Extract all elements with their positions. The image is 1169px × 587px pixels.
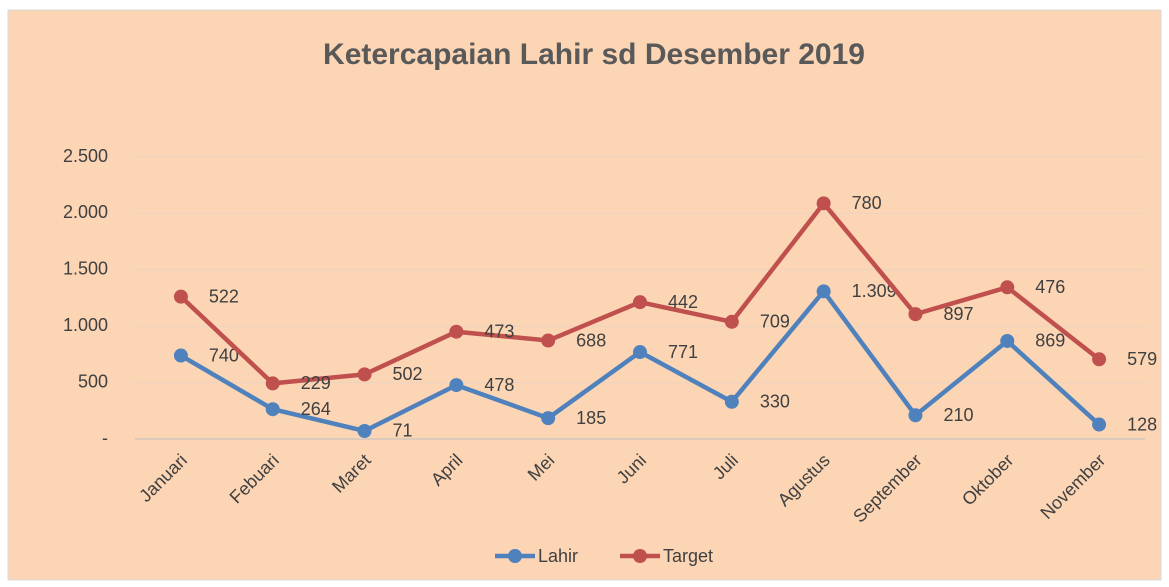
point xyxy=(541,411,556,426)
data-label: 579 xyxy=(1127,349,1157,369)
data-label: 476 xyxy=(1035,277,1065,297)
point xyxy=(724,394,739,409)
data-label: 771 xyxy=(668,342,698,362)
data-label: 128 xyxy=(1127,414,1157,434)
data-label: 330 xyxy=(760,392,790,412)
point xyxy=(1000,280,1015,295)
legend-marker xyxy=(508,549,522,563)
data-label: 185 xyxy=(576,408,606,428)
y-tick-label: - xyxy=(102,428,108,448)
data-label: 522 xyxy=(209,286,239,306)
legend-label: Lahir xyxy=(538,546,578,566)
point xyxy=(173,289,188,304)
data-label: 71 xyxy=(393,421,413,441)
point xyxy=(173,348,188,363)
data-label: 688 xyxy=(576,330,606,350)
legend-label: Target xyxy=(663,546,713,566)
point xyxy=(1092,417,1107,432)
chart-title: Ketercapaian Lahir sd Desember 2019 xyxy=(323,38,865,71)
data-label: 740 xyxy=(209,345,239,365)
point xyxy=(633,345,647,360)
point xyxy=(816,284,831,299)
point xyxy=(265,402,280,417)
y-tick-label: 1.000 xyxy=(63,315,108,335)
point xyxy=(724,314,739,329)
point xyxy=(908,307,923,322)
data-label: 780 xyxy=(852,193,882,213)
legend-marker xyxy=(633,549,647,563)
data-label: 1.309 xyxy=(852,281,897,301)
data-label: 709 xyxy=(760,312,790,332)
data-label: 229 xyxy=(301,373,331,393)
point xyxy=(449,378,464,393)
y-tick-label: 2.000 xyxy=(63,202,108,222)
point xyxy=(908,408,923,423)
y-tick-label: 1.500 xyxy=(63,259,108,279)
point xyxy=(633,295,647,310)
chart-background xyxy=(7,9,1162,581)
data-label: 442 xyxy=(668,292,698,312)
data-label: 478 xyxy=(484,375,514,395)
data-label: 869 xyxy=(1035,331,1065,351)
point xyxy=(1000,333,1015,348)
y-tick-label: 2.500 xyxy=(63,146,108,166)
y-tick-label: 500 xyxy=(78,371,108,391)
point xyxy=(357,423,372,438)
data-label: 264 xyxy=(301,399,331,419)
data-label: 210 xyxy=(943,405,973,425)
data-label: 502 xyxy=(393,364,423,384)
data-label: 897 xyxy=(943,304,973,324)
point xyxy=(1092,352,1107,367)
point xyxy=(449,324,464,339)
point xyxy=(265,376,280,391)
point xyxy=(541,333,556,348)
data-label: 473 xyxy=(484,321,514,341)
point xyxy=(816,196,831,211)
point xyxy=(357,367,372,382)
